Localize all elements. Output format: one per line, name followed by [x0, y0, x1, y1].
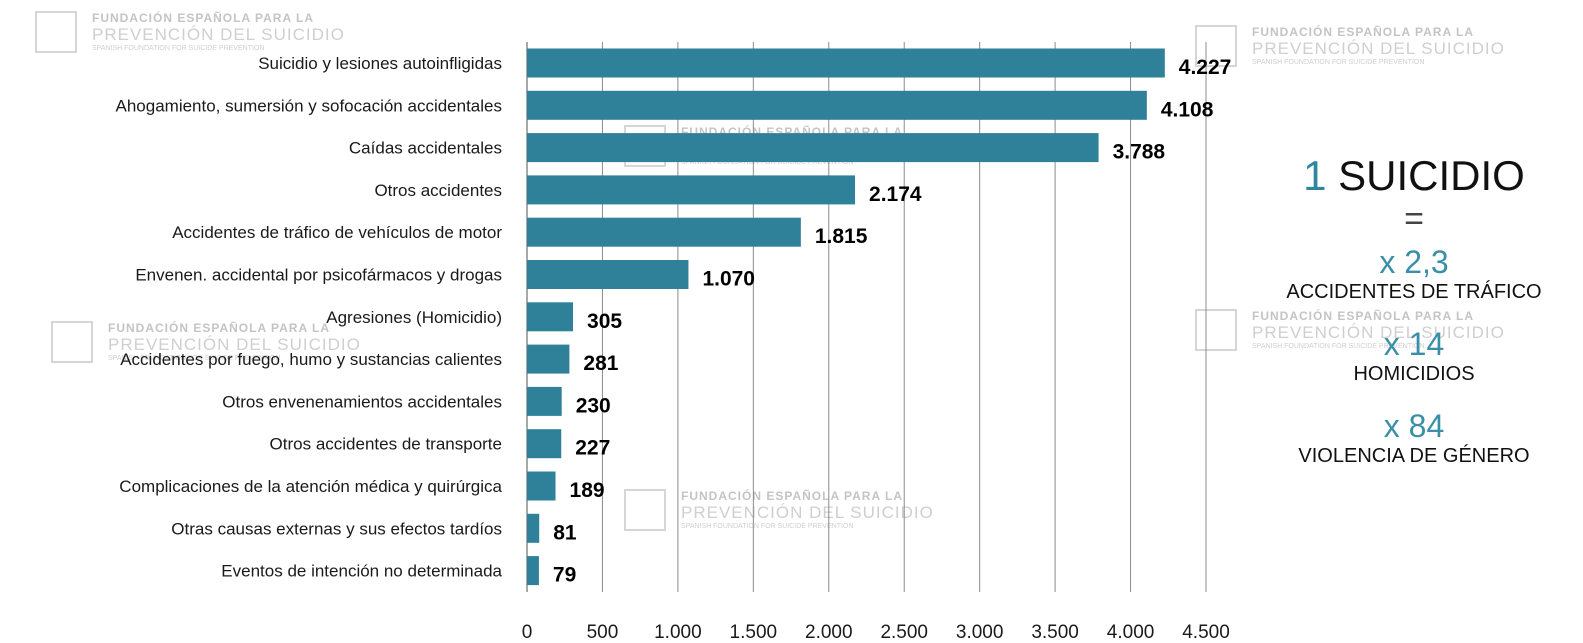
x-tick-label-8: 4.000: [1107, 622, 1155, 643]
watermark-line2-4: PREVENCIÓN DEL SUICIDIO: [108, 335, 361, 354]
watermark-line1-1: FUNDACIÓN ESPAÑOLA PARA LA: [92, 10, 314, 25]
value-label-6: 305: [587, 310, 622, 333]
watermark-line3-4: SPANISH FOUNDATION FOR SUICIDE PREVENTIO…: [108, 355, 280, 362]
bar-0: [527, 48, 1165, 78]
equals-sign: =: [1404, 200, 1424, 238]
bar-5: [527, 260, 689, 289]
watermark-line3-6: SPANISH FOUNDATION FOR SUICIDE PREVENTIO…: [681, 523, 853, 530]
watermark-line3-3: SPANISH FOUNDATION FOR SUICIDE PREVENTIO…: [681, 159, 853, 166]
x-tick-label-6: 3.000: [956, 622, 1004, 643]
value-label-5: 1.070: [702, 268, 755, 291]
bar-12: [527, 556, 539, 586]
watermark-line1-5: FUNDACIÓN ESPAÑOLA PARA LA: [1252, 308, 1474, 323]
bar-6: [527, 302, 574, 332]
bar-7: [527, 344, 570, 374]
value-label-0: 4.227: [1179, 56, 1232, 79]
category-label-12: Eventos de intención no determinada: [221, 562, 502, 581]
headline-word: SUICIDIO: [1338, 152, 1525, 199]
multiplier-traffic: x 2,3: [1379, 244, 1449, 280]
watermark-line3-2: SPANISH FOUNDATION FOR SUICIDE PREVENTIO…: [1252, 59, 1424, 66]
comparison-panel: 1 SUICIDIO = x 2,3 ACCIDENTES DE TRÁFICO…: [1245, 150, 1583, 468]
watermark-logo-6: [624, 489, 666, 531]
multiplier-homicides: x 14: [1383, 326, 1445, 362]
x-tick-label-2: 1.000: [654, 622, 702, 643]
value-label-1: 4.108: [1161, 98, 1214, 121]
bar-3: [527, 175, 856, 205]
category-label-5: Envenen. accidental por psicofármacos y …: [135, 266, 502, 285]
category-label-6: Agresiones (Homicidio): [326, 308, 502, 327]
value-label-7: 281: [583, 352, 618, 375]
category-label-9: Otros accidentes de transporte: [270, 435, 502, 454]
category-label-2: Caídas accidentales: [349, 139, 502, 158]
watermark-logo-2: [1195, 25, 1237, 67]
category-label-10: Complicaciones de la atención médica y q…: [119, 477, 502, 496]
value-label-11: 81: [553, 521, 577, 544]
x-tick-label-9: 4.500: [1182, 622, 1230, 643]
label-homicides: HOMICIDIOS: [1353, 363, 1475, 385]
multiplier-gender-violence: x 84: [1383, 408, 1445, 444]
watermark-line2-2: PREVENCIÓN DEL SUICIDIO: [1252, 39, 1505, 58]
value-label-10: 189: [570, 479, 605, 502]
category-label-7: Accidentes por fuego, humo y sustancias …: [120, 350, 502, 369]
value-label-8: 230: [576, 394, 611, 417]
watermark-logo-4: [51, 321, 93, 363]
x-tick-label-1: 500: [587, 622, 619, 643]
category-label-1: Ahogamiento, sumersión y sofocación acci…: [116, 96, 503, 115]
value-label-12: 79: [553, 564, 576, 587]
value-label-2: 3.788: [1113, 141, 1166, 164]
category-label-11: Otras causas externas y sus efectos tard…: [171, 519, 502, 538]
value-label-4: 1.815: [815, 225, 868, 248]
x-tick-label-4: 2.000: [805, 622, 853, 643]
category-label-8: Otros envenenamientos accidentales: [222, 392, 502, 411]
watermark-line2-6: PREVENCIÓN DEL SUICIDIO: [681, 503, 934, 522]
label-gender-violence: VIOLENCIA DE GÉNERO: [1298, 445, 1530, 467]
watermark-line1-4: FUNDACIÓN ESPAÑOLA PARA LA: [108, 320, 330, 335]
watermark-line1-6: FUNDACIÓN ESPAÑOLA PARA LA: [681, 488, 903, 503]
bar-10: [527, 471, 556, 501]
bar-2: [527, 133, 1099, 163]
label-traffic: ACCIDENTES DE TRÁFICO: [1286, 281, 1542, 303]
x-tick-label-0: 0: [522, 622, 533, 643]
watermark-line3-5: SPANISH FOUNDATION FOR SUICIDE PREVENTIO…: [1252, 343, 1424, 350]
watermark-line3-1: SPANISH FOUNDATION FOR SUICIDE PREVENTIO…: [92, 45, 264, 52]
bar-1: [527, 90, 1147, 120]
bar-4: [527, 217, 801, 247]
watermark-line2-1: PREVENCIÓN DEL SUICIDIO: [92, 25, 345, 44]
category-label-3: Otros accidentes: [374, 181, 502, 200]
watermark-line2-5: PREVENCIÓN DEL SUICIDIO: [1252, 323, 1505, 342]
bar-9: [527, 429, 562, 459]
category-label-0: Suicidio y lesiones autoinfligidas: [258, 54, 502, 73]
x-tick-label-7: 3.500: [1031, 622, 1079, 643]
value-label-3: 2.174: [869, 183, 922, 206]
watermark-line1-2: FUNDACIÓN ESPAÑOLA PARA LA: [1252, 24, 1474, 39]
headline-number: 1: [1303, 152, 1327, 199]
value-label-9: 227: [575, 437, 610, 460]
headline: 1 SUICIDIO: [1245, 150, 1583, 202]
x-tick-label-5: 2.500: [880, 622, 928, 643]
bar-11: [527, 513, 540, 543]
x-tick-label-3: 1.500: [730, 622, 778, 643]
watermark-logo-1: [35, 11, 77, 53]
bar-8: [527, 386, 562, 416]
watermark-logo-5: [1195, 309, 1237, 351]
category-label-4: Accidentes de tráfico de vehículos de mo…: [172, 223, 502, 242]
